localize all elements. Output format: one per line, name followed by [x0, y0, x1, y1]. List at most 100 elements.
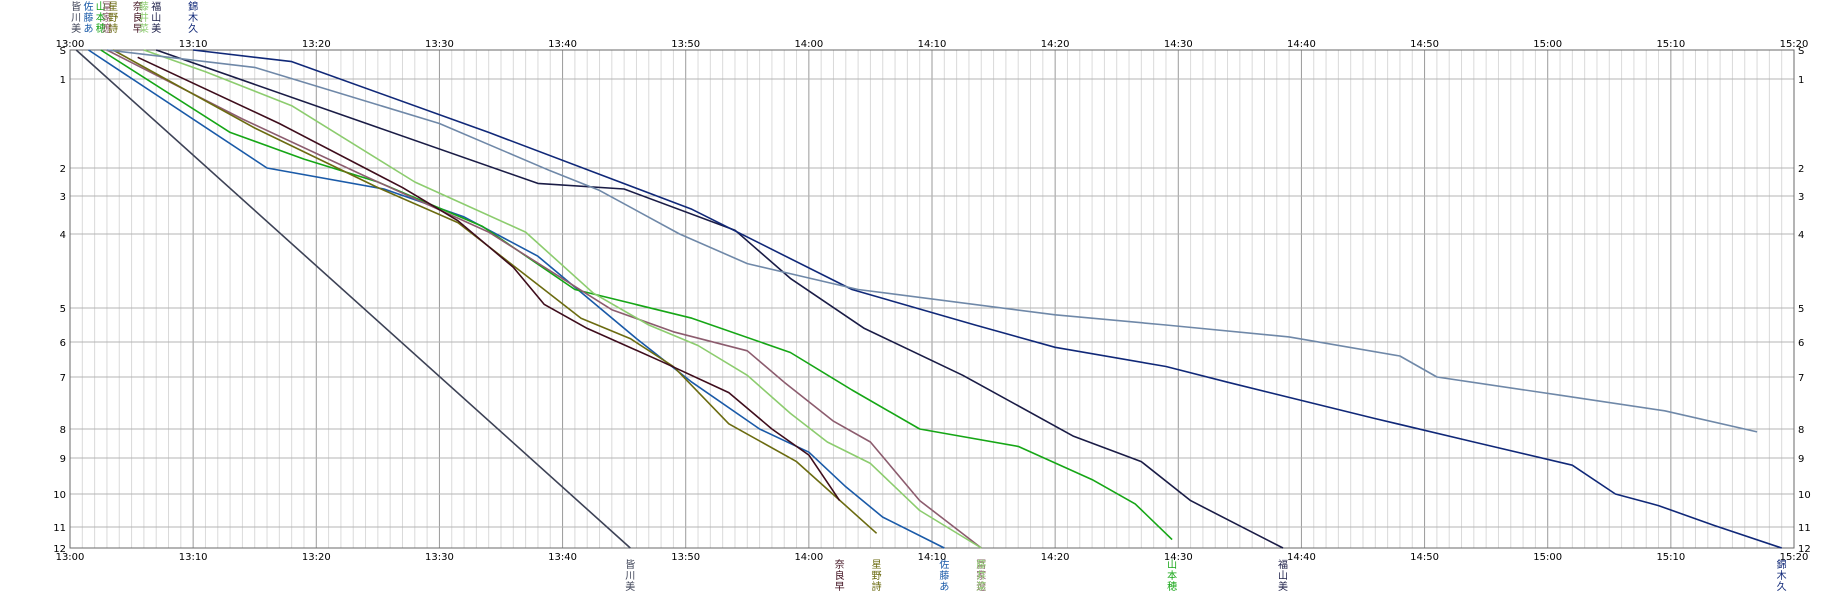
x-tick-label-bottom: 15:10 — [1656, 552, 1685, 563]
series-line — [75, 49, 631, 549]
y-tick-label-right: 5 — [1798, 304, 1804, 315]
series-label-top: 遼 — [102, 22, 112, 35]
x-tick-label-bottom: 13:50 — [671, 552, 700, 563]
y-tick-label-left: 4 — [60, 230, 66, 241]
series-label-bottom: 佐 — [939, 559, 949, 571]
x-tick-label-bottom: 15:00 — [1533, 552, 1562, 563]
series-line — [137, 56, 841, 502]
series-label-top: 美 — [151, 22, 161, 35]
series-label-top: 奈 — [133, 0, 143, 13]
series-label-top: 皆 — [71, 1, 81, 13]
series-label-top: 山 — [96, 1, 106, 13]
series-label-top: 福 — [151, 0, 161, 13]
x-tick-label-top: 14:40 — [1287, 39, 1316, 50]
x-tick-label-top: 14:30 — [1164, 39, 1193, 50]
series-label-bottom: 美 — [1278, 580, 1288, 593]
series-line — [112, 49, 878, 534]
series-label-top: 佐 — [83, 1, 93, 13]
x-tick-label-bottom: 14:50 — [1410, 552, 1439, 563]
series-label-top: 久 — [188, 23, 198, 35]
series-label-top: 錦 — [188, 0, 198, 13]
x-tick-label-top: 13:30 — [425, 39, 454, 50]
x-tick-label-top: 13:40 — [548, 39, 577, 50]
series-line — [143, 49, 982, 549]
y-tick-label-left: 3 — [60, 192, 66, 203]
y-tick-label-right: 1 — [1798, 75, 1804, 86]
y-tick-label-left: 5 — [60, 304, 66, 315]
x-tick-label-bottom: 14:20 — [1041, 552, 1070, 563]
x-tick-label-top: 15:00 — [1533, 39, 1562, 50]
y-tick-label-left: 2 — [60, 164, 66, 175]
series-label-bottom: 皆 — [625, 559, 635, 571]
series-line — [155, 49, 1284, 549]
series-label-bottom: 藤 — [976, 559, 986, 571]
x-tick-label-top: 14:50 — [1410, 39, 1439, 50]
series-label-top: 井 — [139, 11, 149, 24]
series-label-bottom: 藤 — [939, 570, 949, 582]
x-tick-label-top: 15:20 — [1780, 39, 1809, 50]
series-label-bottom: 星 — [872, 559, 882, 571]
series-label-top: 本 — [96, 11, 106, 24]
x-tick-label-top: 14:10 — [918, 39, 947, 50]
y-tick-label-left: 7 — [60, 373, 66, 384]
series-label-bottom: 遼 — [976, 580, 986, 593]
x-tick-label-bottom: 14:00 — [794, 552, 823, 563]
y-tick-label-right: 12 — [1798, 544, 1811, 555]
series-line — [193, 49, 1782, 549]
y-tick-label-right: 9 — [1798, 454, 1804, 465]
y-tick-label-right: 4 — [1798, 230, 1804, 241]
series-label-bottom: 早 — [835, 581, 845, 593]
y-tick-label-left: 10 — [53, 490, 66, 501]
series-label-bottom: 野 — [872, 570, 882, 582]
series-line — [106, 49, 982, 549]
y-tick-label-right: 11 — [1798, 523, 1811, 534]
series-label-top: 詩 — [108, 23, 118, 35]
y-tick-label-left: 1 — [60, 75, 66, 86]
series-line — [100, 49, 1173, 541]
x-tick-label-top: 14:00 — [794, 39, 823, 50]
series-label-bottom: あ — [939, 581, 949, 593]
y-tick-label-right: S — [1798, 46, 1804, 57]
x-tick-label-bottom: 13:40 — [548, 552, 577, 563]
series-label-top: 星 — [108, 1, 118, 13]
series-label-bottom: 川 — [625, 571, 635, 582]
series-label-bottom: 穂 — [1167, 580, 1177, 593]
series-label-bottom: 本 — [1167, 569, 1177, 582]
x-tick-label-bottom: 13:00 — [56, 552, 85, 563]
x-tick-label-top: 13:20 — [302, 39, 331, 50]
x-tick-label-top: 13:00 — [56, 39, 85, 50]
y-tick-label-left: 8 — [60, 425, 66, 436]
y-tick-label-left: 12 — [53, 544, 66, 555]
series-label-bottom: 山 — [1278, 570, 1288, 582]
series-label-top: 良 — [133, 11, 143, 24]
series-label-top: 川 — [71, 13, 81, 24]
x-tick-label-bottom: 14:30 — [1164, 552, 1193, 563]
x-tick-label-top: 13:50 — [671, 39, 700, 50]
series-label-bottom: 奈 — [835, 558, 845, 571]
y-tick-label-right: 2 — [1798, 164, 1804, 175]
x-tick-label-bottom: 14:40 — [1287, 552, 1316, 563]
series-label-top: 家 — [102, 11, 112, 24]
series-label-top: 穂 — [96, 22, 106, 35]
series-label-bottom: 冨 — [976, 559, 986, 571]
y-tick-label-right: 7 — [1798, 373, 1804, 384]
series-label-bottom: 山 — [1167, 559, 1177, 571]
y-tick-label-left: 9 — [60, 454, 66, 465]
series-label-top: 菜 — [139, 23, 149, 35]
y-tick-label-right: 6 — [1798, 338, 1804, 349]
series-label-bottom: 井 — [976, 569, 986, 582]
series-label-top: あ — [83, 23, 93, 35]
y-tick-label-right: 10 — [1798, 490, 1811, 501]
tick-labels: 13:00 13:00 13:10 13:10 13:20 13:20 13:30 13:30… — [53, 0, 1810, 593]
y-tick-label-left: 6 — [60, 338, 66, 349]
x-tick-label-top: 13:10 — [179, 39, 208, 50]
series-label-top: 冨 — [102, 1, 112, 13]
series-label-bottom: 家 — [976, 569, 986, 582]
x-tick-label-bottom: 15:20 — [1780, 552, 1809, 563]
series-label-top: 山 — [151, 12, 161, 24]
y-tick-label-left: S — [60, 46, 66, 57]
series-label-top: 野 — [108, 12, 118, 24]
x-tick-label-bottom: 13:10 — [179, 552, 208, 563]
series-label-bottom: 錦 — [1777, 558, 1787, 571]
x-tick-label-bottom: 13:30 — [425, 552, 454, 563]
